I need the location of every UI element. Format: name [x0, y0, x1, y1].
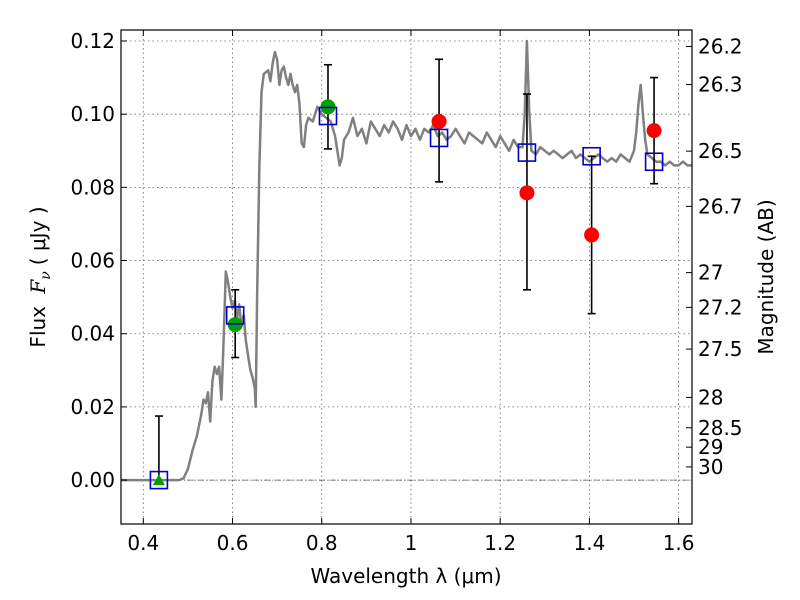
y-tick-label: 0.12 [70, 29, 115, 53]
errorbar-layer [154, 58, 659, 481]
magnitude-tick-label: 28 [698, 385, 723, 409]
y-axis-label-prefix: Flux [26, 306, 50, 348]
model-box [582, 146, 601, 166]
magnitude-tick-label: 27.5 [698, 337, 743, 361]
y-tick-label: 0.08 [70, 175, 115, 199]
x-axis: 0.4 0.6 0.8 1 1.2 1.4 1.6 [127, 30, 695, 555]
magnitude-tick-label: 28.5 [698, 416, 743, 440]
x-tick-label: 1.2 [484, 531, 516, 555]
model-box [225, 306, 245, 325]
y-axis-label-symbol: F [26, 279, 50, 295]
y2-axis-label: Magnitude (AB) [754, 199, 778, 354]
x-tick-label: 1 [405, 531, 418, 555]
x-tick-label: 1.6 [663, 531, 695, 555]
x-tick-label: 1.4 [573, 531, 605, 555]
model-box [429, 128, 449, 148]
y-tick-label: 0.06 [70, 249, 115, 273]
y-tick-label: 0.02 [70, 395, 115, 419]
x-tick-label: 0.6 [217, 531, 249, 555]
magnitude-tick-label: 26.3 [698, 73, 743, 97]
magnitude-tick-label: 29 [698, 435, 723, 459]
magnitude-tick-label: 27.2 [698, 295, 743, 319]
observed-point [646, 123, 662, 139]
magnitude-tick-label: 27 [698, 261, 723, 285]
model-box [149, 470, 169, 490]
model-box [644, 152, 664, 172]
y-tick-label: 0.04 [70, 322, 115, 346]
model-box [517, 143, 537, 162]
observed-point [584, 227, 600, 243]
magnitude-tick-label: 26.5 [698, 139, 743, 163]
magnitude-tick-label: 30 [698, 455, 723, 479]
y-axis: 0.00 0.02 0.04 0.06 0.08 0.10 0.12 [70, 29, 127, 492]
y-axis-label-unit: ( μJy ) [26, 206, 50, 265]
observed-point-triangle [152, 474, 165, 486]
model-box [318, 106, 338, 126]
x-axis-label: Wavelength λ (μm) [310, 564, 501, 588]
y-axis-label-subscript: ν [38, 271, 54, 280]
plot-frame [120, 29, 693, 525]
observed-point [431, 113, 447, 129]
grid [121, 30, 692, 524]
y-tick-label: 0.10 [70, 102, 115, 126]
observed-point [519, 185, 535, 201]
y-tick-label: 0.00 [70, 468, 115, 492]
x-tick-label: 0.8 [306, 531, 338, 555]
x-tick-label: 0.4 [127, 531, 159, 555]
model-points [149, 106, 664, 490]
magnitude-tick-label: 26.7 [698, 194, 743, 218]
magnitude-tick-label: 26.2 [698, 34, 743, 58]
y-axis-label: Flux Fν ( μJy ) [26, 206, 54, 347]
